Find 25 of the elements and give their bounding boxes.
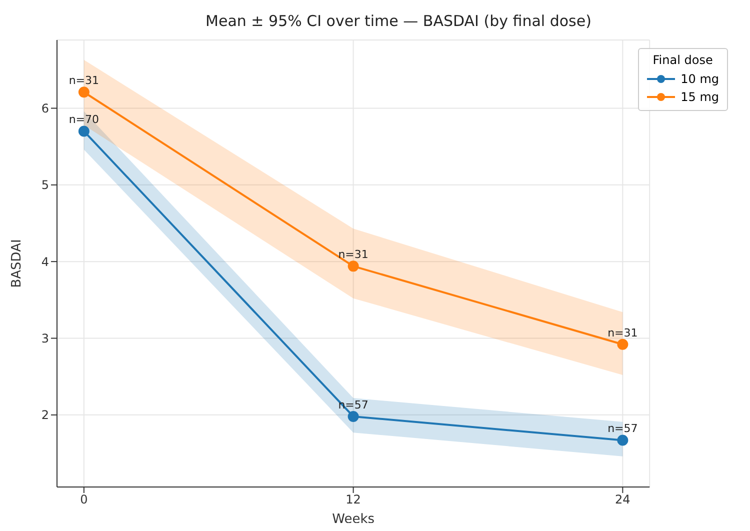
point: [78, 126, 90, 137]
point: [348, 410, 359, 422]
point: [617, 434, 628, 446]
annotation: n=31: [68, 74, 100, 88]
y-tick-label: 4: [41, 254, 49, 269]
annotation: n=70: [68, 113, 100, 126]
y-tick-label: 5: [41, 178, 49, 192]
x-axis-title: Weeks: [332, 512, 375, 527]
legend-label: 10 mg: [680, 71, 719, 88]
legend-title: Final dose: [652, 53, 714, 67]
annotation: n=31: [608, 326, 638, 340]
point: [348, 260, 359, 272]
x-tick-label: 0: [80, 492, 88, 507]
y-tick-label: 6: [41, 102, 49, 116]
y-axis-title: BASDAI: [10, 239, 25, 288]
point: [617, 338, 628, 350]
x-tick-label: 12: [346, 492, 361, 507]
legend-label: 15 mg: [680, 89, 719, 106]
x-tick-label: 24: [615, 492, 630, 507]
annotation: n=57: [608, 422, 638, 436]
y-tick-label: 3: [41, 332, 49, 346]
point: [78, 86, 90, 98]
y-tick-label: 2: [41, 408, 49, 422]
annotation: n=31: [338, 248, 368, 262]
chart-title: Mean ± 95% CI over time — BASDAI (by final dose): [204, 12, 592, 30]
